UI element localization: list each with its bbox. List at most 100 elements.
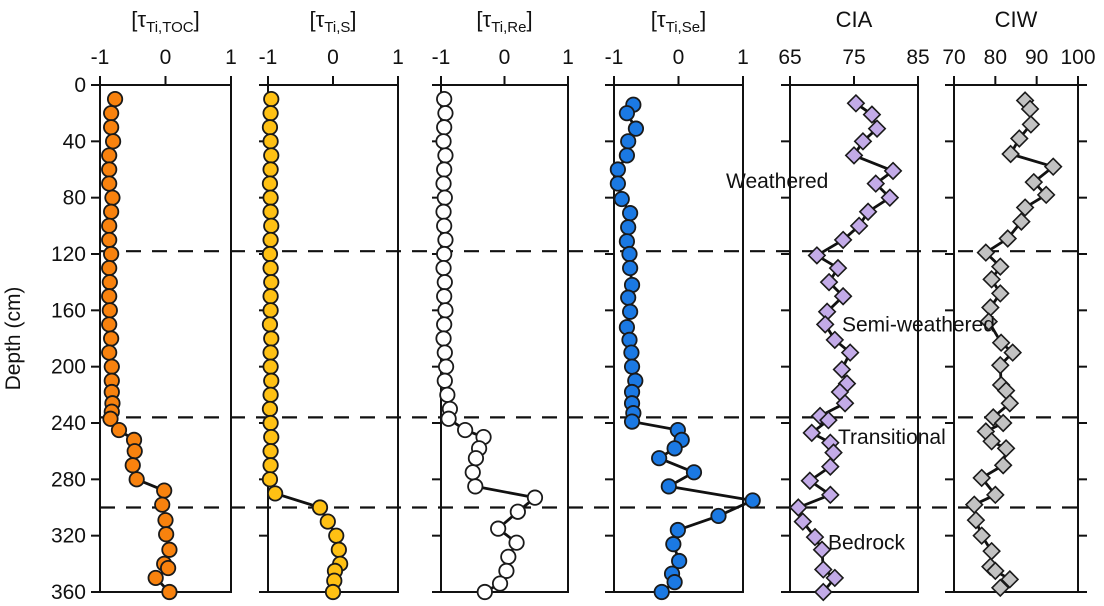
x-tick-label-cia: 65	[778, 46, 801, 69]
zone-boundary-lines	[100, 250, 1078, 509]
data-point-tau-ti-se	[685, 464, 703, 481]
depth-tick-label: 160	[51, 299, 86, 322]
data-point-tau-ti-toc	[104, 189, 121, 206]
data-point-tau-ti-s	[262, 231, 279, 249]
x-tick-label-ciw: 90	[1025, 46, 1048, 69]
data-point-tau-ti-s	[262, 414, 279, 432]
data-point-ciw	[1036, 185, 1056, 205]
panel-title-cia: CIA	[836, 7, 873, 32]
data-point-tau-ti-toc	[124, 457, 141, 474]
data-point-tau-ti-toc	[147, 569, 164, 587]
data-point-tau-ti-toc	[101, 175, 118, 192]
data-point-tau-ti-re	[457, 421, 474, 439]
series-markers-tau-ti-re	[435, 90, 544, 601]
data-point-ciw	[990, 257, 1010, 277]
data-point-ciw	[996, 439, 1016, 458]
data-point-tau-ti-se	[666, 574, 683, 591]
x-tick-label-tau-ti-se: -1	[605, 46, 624, 69]
series-markers-cia	[788, 93, 903, 602]
depth-tick-label: 320	[51, 525, 86, 548]
data-point-tau-ti-toc	[101, 259, 118, 277]
data-point-cia	[880, 188, 900, 207]
data-point-ciw	[964, 495, 984, 515]
data-point-cia	[825, 568, 845, 588]
data-point-tau-ti-se	[618, 147, 636, 164]
data-point-tau-ti-toc	[158, 526, 175, 543]
data-point-cia	[883, 161, 903, 181]
data-point-tau-ti-s	[262, 189, 279, 206]
data-point-tau-ti-re	[498, 562, 515, 579]
data-point-cia	[813, 560, 833, 579]
data-point-ciw	[993, 413, 1013, 433]
data-point-tau-ti-toc	[101, 147, 118, 164]
data-point-tau-ti-re	[491, 575, 509, 592]
data-point-tau-ti-re	[436, 316, 453, 333]
data-point-tau-ti-re	[436, 189, 453, 206]
data-point-ciw	[1000, 393, 1020, 413]
data-point-tau-ti-s	[263, 217, 280, 234]
data-point-tau-ti-s	[262, 161, 279, 178]
data-point-ciw	[986, 485, 1005, 505]
data-point-cia	[820, 485, 840, 505]
series-markers-ciw	[964, 91, 1063, 598]
data-point-cia	[832, 360, 852, 379]
data-point-tau-ti-s	[263, 428, 280, 446]
data-point-tau-ti-s	[319, 513, 336, 530]
data-point-ciw	[1024, 172, 1044, 192]
data-point-tau-ti-toc	[103, 105, 120, 122]
data-point-ciw	[991, 333, 1011, 353]
data-point-tau-ti-s	[262, 105, 279, 122]
data-point-ciw	[976, 243, 996, 262]
data-point-tau-ti-se	[623, 358, 641, 375]
data-point-tau-ti-toc	[102, 410, 119, 427]
data-point-cia	[802, 423, 822, 443]
data-point-tau-ti-re	[435, 259, 452, 277]
data-point-tau-ti-s	[261, 471, 279, 488]
data-point-tau-ti-re	[508, 534, 525, 551]
depth-axis-title: Depth (cm)	[2, 287, 25, 391]
x-tick-label-tau-ti-se: 1	[737, 46, 749, 69]
series-markers-tau-ti-se	[609, 96, 761, 601]
data-point-tau-ti-toc	[103, 203, 120, 220]
depth-tick-label: 120	[51, 243, 86, 266]
x-tick-label-tau-ti-s: -1	[259, 46, 278, 69]
panel-border-ciw	[953, 84, 1079, 593]
data-point-cia	[844, 146, 864, 165]
panel-title-tau-ti-re: [τTi,Re]	[476, 7, 532, 36]
data-point-tau-ti-toc	[106, 90, 124, 108]
data-point-cia	[849, 216, 869, 236]
data-point-cia	[825, 330, 845, 350]
panel-ciw: 70 80 90 100 CIW	[942, 7, 1096, 598]
data-point-ciw	[990, 284, 1010, 303]
data-point-cia	[810, 406, 830, 426]
data-point-tau-ti-se	[623, 413, 641, 430]
data-point-cia	[788, 498, 808, 517]
data-point-tau-ti-se	[623, 344, 640, 361]
data-point-tau-ti-toc	[157, 512, 174, 529]
data-point-tau-ti-re	[437, 358, 455, 375]
data-point-tau-ti-se	[744, 492, 761, 509]
data-point-tau-ti-se	[620, 133, 637, 150]
data-point-tau-ti-s	[324, 583, 342, 601]
data-point-tau-ti-re	[467, 478, 484, 495]
data-point-tau-ti-re	[500, 548, 517, 565]
data-point-tau-ti-re	[437, 147, 454, 164]
data-point-ciw	[979, 312, 999, 331]
data-point-tau-ti-toc	[156, 482, 173, 499]
data-point-tau-ti-re	[436, 217, 453, 234]
data-point-cia	[819, 272, 839, 292]
data-point-ciw	[972, 468, 992, 488]
data-point-ciw	[966, 510, 986, 530]
data-point-cia	[812, 540, 832, 560]
data-point-ciw	[1021, 115, 1041, 134]
depth-tick-label: 200	[51, 356, 86, 379]
data-point-tau-ti-se	[653, 583, 670, 601]
data-point-tau-ti-s	[267, 485, 284, 502]
data-point-tau-ti-toc	[103, 245, 120, 263]
data-point-tau-ti-s	[263, 372, 280, 389]
data-point-tau-ti-toc	[161, 541, 178, 558]
data-point-ciw	[1012, 212, 1031, 231]
data-point-ciw	[983, 408, 1003, 427]
